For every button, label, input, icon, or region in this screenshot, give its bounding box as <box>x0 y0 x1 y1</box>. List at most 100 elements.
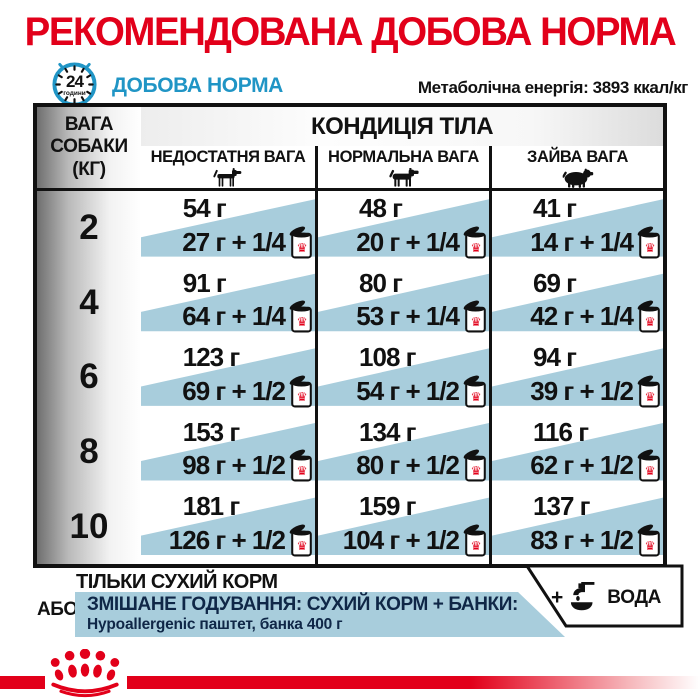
wet-food-can-icon <box>463 300 488 333</box>
table-cell: 181 г 126 г + 1/2 <box>141 489 315 564</box>
column-label: ЗАЙВА ВАГА <box>527 148 628 166</box>
wet-food-can-icon <box>463 449 488 482</box>
wet-food-can-icon <box>637 524 662 557</box>
dry-amount: 94 г <box>533 342 577 373</box>
wet-food-can-icon <box>463 375 488 408</box>
table-cell: 159 г 104 г + 1/2 <box>315 489 489 564</box>
mixed-amount-text: 20 г + 1/4 <box>356 226 460 257</box>
dry-amount: 48 г <box>359 193 403 223</box>
mixed-amount: 126 г + 1/2 <box>169 524 314 556</box>
weight-header-line: (КГ) <box>72 158 106 180</box>
water-panel <box>524 564 684 628</box>
mixed-amount-text: 42 г + 1/4 <box>530 301 634 332</box>
mixed-amount-text: 53 г + 1/4 <box>356 301 460 332</box>
wet-food-can-icon <box>289 226 314 259</box>
wet-food-can-icon <box>289 449 314 482</box>
weight-value: 10 <box>69 506 109 546</box>
wet-food-can-icon <box>289 300 314 333</box>
mixed-amount: 42 г + 1/4 <box>530 300 662 332</box>
or-label: АБО <box>37 599 78 620</box>
mixed-amount-text: 64 г + 1/4 <box>182 301 286 332</box>
column-label: НЕДОСТАТНЯ ВАГА <box>150 148 306 166</box>
mixed-amount-text: 62 г + 1/2 <box>530 450 634 481</box>
dry-amount: 153 г <box>182 416 240 447</box>
table-cell: 134 г 80 г + 1/2 <box>315 414 489 490</box>
mixed-amount: 80 г + 1/2 <box>356 449 488 481</box>
table-cell: 80 г 53 г + 1/4 <box>315 265 489 341</box>
wet-food-can-icon <box>637 300 662 333</box>
table-cell: 94 г 39 г + 1/2 <box>489 340 663 415</box>
mixed-amount: 64 г + 1/4 <box>182 300 314 332</box>
column-header-normal-weight: НОРМАЛЬНА ВАГА <box>315 146 489 191</box>
weight-header-line: ВАГА <box>64 113 114 135</box>
dry-amount: 137 г <box>533 491 590 522</box>
table-cell: 116 г 62 г + 1/2 <box>489 414 663 490</box>
feeding-table: ВАГА СОБАКИ (КГ) 2 4 6 8 10 КОНДИЦІЯ ТІЛ… <box>33 103 667 568</box>
wet-food-can-icon <box>637 375 662 408</box>
mixed-amount: 98 г + 1/2 <box>182 449 314 481</box>
weight-value: 6 <box>79 357 99 397</box>
mixed-amount-text: 98 г + 1/2 <box>182 450 286 481</box>
mixed-amount-text: 54 г + 1/2 <box>356 375 460 406</box>
table-cell: 91 г 64 г + 1/4 <box>141 265 315 341</box>
page-title: РЕКОМЕНДОВАНА ДОБОВА НОРМА <box>24 10 677 54</box>
body-condition-header: КОНДИЦІЯ ТІЛА <box>141 107 663 146</box>
table-cell: 54 г 27 г + 1/4 <box>141 191 315 266</box>
weight-value: 4 <box>79 282 99 322</box>
wet-food-can-icon <box>289 375 314 408</box>
dry-amount: 54 г <box>182 193 227 223</box>
mixed-amount-text: 39 г + 1/2 <box>530 375 634 406</box>
dry-amount: 116 г <box>533 416 589 447</box>
dry-amount: 91 г <box>182 267 227 298</box>
water-label: ВОДА <box>607 587 662 608</box>
mixed-feeding-label: ЗМІШАНЕ ГОДУВАННЯ: СУХИЙ КОРМ + БАНКИ: <box>87 594 518 615</box>
mixed-amount: 104 г + 1/2 <box>343 524 488 556</box>
water-faucet-icon <box>569 582 601 614</box>
mixed-feeding-footer-band: ЗМІШАНЕ ГОДУВАННЯ: СУХИЙ КОРМ + БАНКИ: H… <box>75 592 565 637</box>
wet-food-can-icon <box>637 226 662 259</box>
plus-sign: + <box>551 586 564 609</box>
table-cell: 48 г 20 г + 1/4 <box>315 191 489 266</box>
mixed-amount-text: 126 г + 1/2 <box>168 524 286 555</box>
mixed-amount-text: 104 г + 1/2 <box>342 524 460 555</box>
table-cell: 137 г 83 г + 1/2 <box>489 489 663 564</box>
wet-food-can-icon <box>637 449 662 482</box>
mixed-amount-text: 83 г + 1/2 <box>530 524 634 555</box>
column-header-underweight: НЕДОСТАТНЯ ВАГА <box>141 146 315 191</box>
weight-column: ВАГА СОБАКИ (КГ) 2 4 6 8 10 <box>37 107 141 564</box>
wet-food-can-icon <box>289 524 314 557</box>
table-cell: 108 г 54 г + 1/2 <box>315 340 489 415</box>
mixed-amount: 62 г + 1/2 <box>530 449 662 481</box>
red-bar-left <box>0 676 45 689</box>
mixed-amount: 53 г + 1/4 <box>356 300 488 332</box>
mixed-amount-text: 80 г + 1/2 <box>356 450 460 481</box>
column-header-overweight: ЗАЙВА ВАГА <box>489 146 663 191</box>
mixed-amount: 14 г + 1/4 <box>530 226 662 258</box>
mixed-amount: 69 г + 1/2 <box>182 375 314 407</box>
royal-canin-crown-logo <box>45 649 125 699</box>
red-bar-right <box>127 676 700 689</box>
wet-food-can-icon <box>463 226 488 259</box>
normal-dog-icon <box>385 168 423 188</box>
weight-header-line: СОБАКИ <box>50 136 128 158</box>
mixed-feeding-sublabel: Hypoallergenic паштет, банка 400 г <box>87 616 343 633</box>
24h-clock-icon: 24 години <box>50 60 99 109</box>
mixed-amount: 20 г + 1/4 <box>356 226 488 258</box>
thin-dog-icon <box>209 168 247 188</box>
dry-amount: 69 г <box>533 267 577 298</box>
dry-amount: 159 г <box>359 491 416 522</box>
mixed-amount: 54 г + 1/2 <box>356 375 488 407</box>
dry-amount: 41 г <box>533 193 577 223</box>
mixed-amount: 83 г + 1/2 <box>530 524 662 556</box>
water-note: + ВОДА <box>551 581 661 615</box>
table-cell: 123 г 69 г + 1/2 <box>141 340 315 415</box>
dry-amount: 181 г <box>182 491 240 522</box>
weight-column-header: ВАГА СОБАКИ (КГ) <box>37 107 141 191</box>
dry-only-label: ТІЛЬКИ СУХИЙ КОРМ <box>76 571 278 593</box>
weight-value: 2 <box>79 208 99 248</box>
column-label: НОРМАЛЬНА ВАГА <box>328 148 479 166</box>
overweight-dog-icon <box>559 168 597 188</box>
table-cell: 153 г 98 г + 1/2 <box>141 414 315 490</box>
mixed-amount-text: 27 г + 1/4 <box>182 226 286 257</box>
